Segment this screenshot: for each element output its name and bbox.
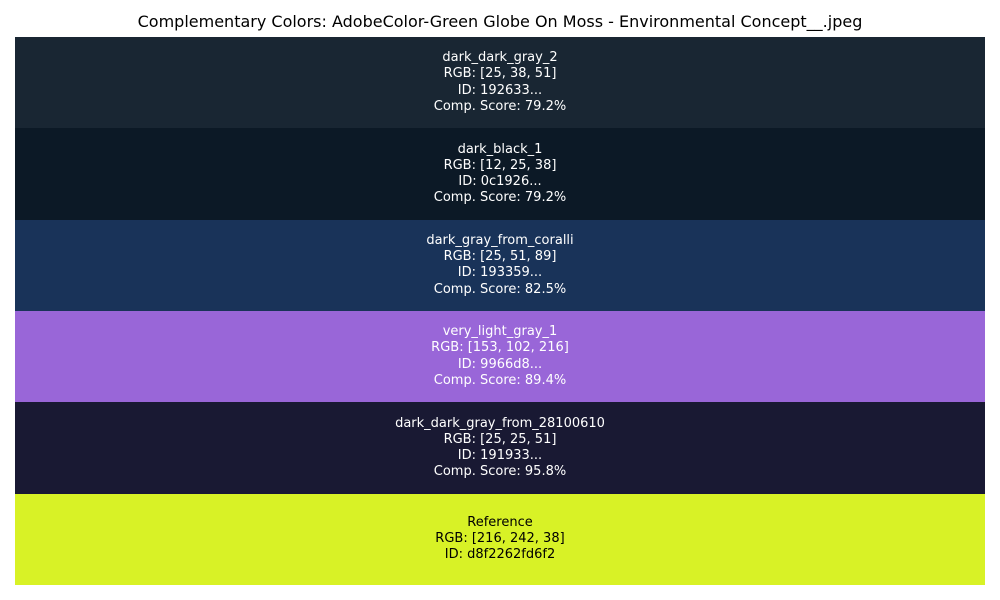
swatch-score-label: Comp. Score: 79.2% <box>433 190 567 206</box>
swatch-name-label: Reference <box>467 515 533 531</box>
swatch-id-label: ID: 0c1926... <box>458 173 542 189</box>
complementary-color-swatch: dark_black_1 RGB: [12, 25, 38] ID: 0c1926.… <box>15 128 985 220</box>
swatch-score-label: Comp. Score: 79.2% <box>433 98 567 114</box>
complementary-color-swatch: dark_dark_gray_2 RGB: [25, 38, 51] ID: 192… <box>15 37 985 129</box>
complementary-color-swatch: dark_dark_gray_from_28100610 RGB: [25, 25… <box>15 402 985 494</box>
swatch-rgb-label: RGB: [153, 102, 216] <box>431 340 569 356</box>
swatch-rgb-label: RGB: [12, 25, 38] <box>443 157 557 173</box>
swatch-rgb-label: RGB: [25, 25, 51] <box>443 431 557 447</box>
swatch-id-label: ID: 193359... <box>457 265 543 281</box>
swatch-name-label: very_light_gray_1 <box>442 324 558 340</box>
swatch-score-label: Comp. Score: 89.4% <box>433 372 567 388</box>
swatch-score-label: Comp. Score: 95.8% <box>433 464 567 480</box>
complementary-color-swatch: dark_gray_from_coralli RGB: [25, 51, 89] I… <box>15 219 985 311</box>
swatch-name-label: dark_gray_from_coralli <box>426 232 574 248</box>
swatch-id-label: ID: 191933... <box>457 447 543 463</box>
reference-color-swatch: Reference RGB: [216, 242, 38] ID: d8f2262f… <box>15 493 985 585</box>
swatch-id-label: ID: d8f2262fd6f2 <box>444 547 556 563</box>
complementary-color-swatch: very_light_gray_1 RGB: [153, 102, 216] ID:… <box>15 311 985 403</box>
swatch-id-label: ID: 9966d8... <box>457 356 543 372</box>
swatch-rgb-label: RGB: [25, 38, 51] <box>443 66 557 82</box>
swatch-rgb-label: RGB: [216, 242, 38] <box>435 531 565 547</box>
color-swatch-list: dark_dark_gray_2 RGB: [25, 38, 51] ID: 192… <box>15 37 985 585</box>
swatch-id-label: ID: 192633... <box>457 82 543 98</box>
swatch-name-label: dark_black_1 <box>457 141 543 157</box>
swatch-name-label: dark_dark_gray_from_28100610 <box>395 415 605 431</box>
chart-title: Complementary Colors: AdobeColor-Green G… <box>137 12 863 31</box>
swatch-rgb-label: RGB: [25, 51, 89] <box>443 249 557 265</box>
swatch-name-label: dark_dark_gray_2 <box>442 50 558 66</box>
swatch-score-label: Comp. Score: 82.5% <box>433 281 567 297</box>
